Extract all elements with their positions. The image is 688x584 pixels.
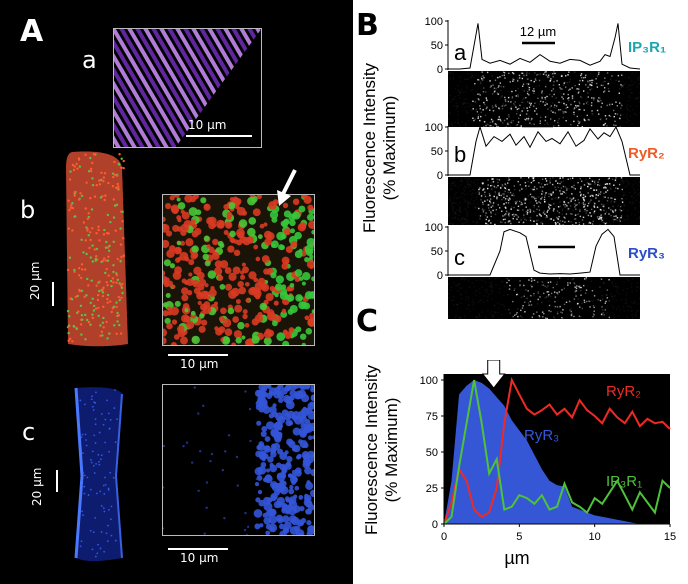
panel-a-sub-c-zoom-image — [162, 384, 315, 536]
y-tick-label: 75 — [426, 411, 438, 423]
panel-a-sub-c-scale-left: 20 µm — [30, 467, 44, 506]
arrow-marker — [481, 360, 506, 389]
y-tick-label: 0 — [432, 519, 438, 531]
panel-a-background: A a 10 µm b 20 µm 10 µm c — [0, 0, 353, 584]
panel-a-sub-a-scale: 10 µm — [188, 118, 227, 132]
panel-b-sub-c-tick-50: 50 — [431, 246, 443, 258]
panel-c-ylabel-line2: (% Maximum) — [382, 397, 401, 503]
panel-a-sub-b-arrow — [277, 169, 297, 206]
panel-b-sub-a-tick-50: 50 — [431, 40, 443, 52]
panel-b-sub-b-image — [448, 177, 640, 225]
annotation-1: RyR₃ — [524, 427, 559, 444]
panel-b-sub-b-profile — [448, 125, 640, 176]
panel-b-ylabel-line1: Fluorescence Intensity — [360, 62, 379, 234]
panel-a-sub-a-image — [113, 28, 262, 148]
panel-a-sub-b-scalebar — [52, 282, 54, 306]
series-line-1 — [443, 376, 671, 525]
panel-b-sub-a-label: a — [454, 40, 467, 65]
x-tick-label: 5 — [516, 531, 522, 543]
panel-b-sub-c-tick-100: 100 — [425, 222, 443, 234]
panel-b-label: B — [356, 8, 379, 43]
panel-b-sub-b-receptor: RyR₂ — [628, 145, 665, 162]
panel-a-sub-b-scale-right: 10 µm — [180, 357, 219, 371]
panel-a-sub-b-scale-left: 20 µm — [28, 261, 42, 300]
panel-b-sub-c-label: c — [454, 245, 465, 270]
y-tick-label: 50 — [426, 447, 438, 459]
annotation-0: RyR₂ — [606, 383, 641, 400]
panel-b-subplot-b: b 100 50 0 RyR₂ — [425, 122, 665, 227]
x-tick-label: 10 — [589, 531, 601, 543]
panel-b-sub-b-label: b — [454, 142, 466, 167]
panel-a-sub-b-zoom-scalebar — [168, 354, 228, 356]
x-axis-label: µm — [504, 548, 529, 568]
panel-b-sub-a-receptor: IP₃R₁ — [628, 39, 666, 56]
panel-a-sub-b-zoom-image — [162, 194, 315, 346]
panel-b-scale-label: 12 µm — [520, 24, 556, 39]
panel-a-sub-c-zoom-scalebar — [168, 548, 228, 550]
panel-b-sub-a-tick-0: 0 — [437, 64, 443, 76]
panel-b-sub-b-tick-0: 0 — [437, 170, 443, 182]
panel-b-profiles: a 100 50 0 12 µm IP₃R₁ b 100 50 0 RyR₂ c… — [425, 16, 666, 320]
panel-c-chart: 0 25 50 75 100 0 5 10 15 µm RyR₂ RyR₃ IP₃R₁ — [420, 360, 676, 568]
panel-a-sub-c-label: c — [22, 418, 36, 446]
panel-a-sub-c-scale-right: 10 µm — [180, 551, 219, 565]
panel-b-sub-c-image — [448, 277, 640, 319]
annotation-2: IP₃R₁ — [606, 473, 642, 490]
y-tick-label: 25 — [426, 483, 438, 495]
panel-a-sub-b-label: b — [20, 196, 36, 224]
panel-a-label: A — [20, 14, 44, 49]
panel-b-sub-b-tick-100: 100 — [425, 122, 443, 134]
panel-b-sub-a-tick-100: 100 — [425, 16, 443, 28]
panel-c-label: C — [356, 304, 379, 339]
panel-b-sub-a-profile — [448, 23, 641, 70]
panel-b-subplot-c: c 100 50 0 RyR₃ — [425, 222, 665, 320]
y-tick-label: 100 — [420, 375, 438, 387]
panel-b-subplot-a: a 100 50 0 12 µm IP₃R₁ — [425, 16, 666, 129]
x-tick-label: 0 — [441, 531, 447, 543]
panel-b-sub-a-image — [448, 71, 640, 127]
panel-b-sub-c-receptor: RyR₃ — [628, 245, 665, 262]
panel-a-sub-b-cell-image — [66, 151, 128, 347]
panel-b-sub-c-profile — [448, 228, 640, 276]
panel-a-sub-c-cell-image — [74, 387, 123, 561]
panel-a-sub-c-scalebar — [56, 470, 58, 492]
panel-c-ylabel: Fluorescence Intensity (% Maximum) — [362, 340, 402, 560]
series-area-0 — [444, 380, 640, 524]
series-line-2 — [443, 379, 671, 525]
x-tick-label: 15 — [664, 531, 676, 543]
panel-b-sub-b-tick-50: 50 — [431, 146, 443, 158]
panel-b-sub-c-tick-0: 0 — [437, 270, 443, 282]
panel-a-sub-a-label: a — [82, 46, 97, 74]
panel-c-ylabel-line1: Fluorescence Intensity — [362, 364, 381, 536]
